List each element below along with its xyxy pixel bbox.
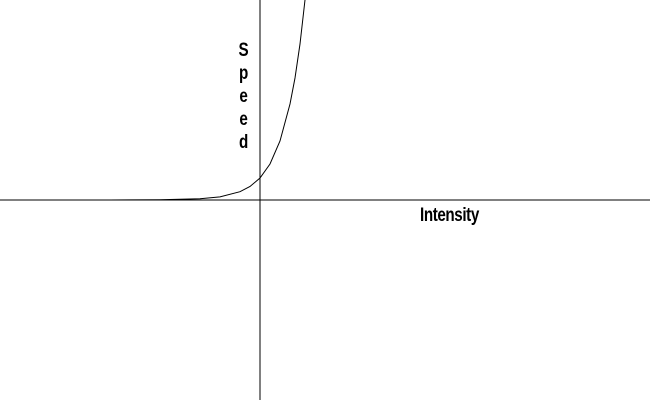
y-axis-label: Speed xyxy=(235,40,252,155)
curve xyxy=(0,0,306,201)
x-axis-label: Intensity xyxy=(420,205,479,226)
